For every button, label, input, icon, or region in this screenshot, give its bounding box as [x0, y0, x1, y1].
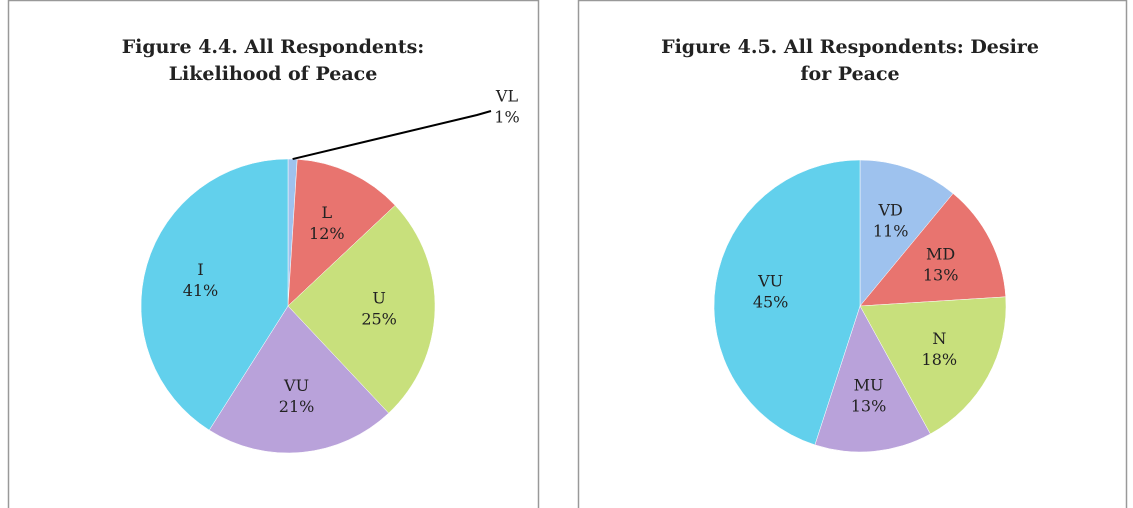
- pie-slice: [287, 205, 436, 414]
- slice-value-label: 13%: [923, 265, 959, 284]
- pie-slice: [859, 296, 1007, 435]
- slice-value-label: 25%: [361, 309, 397, 328]
- slice-label: VD: [877, 200, 902, 219]
- slice-value-label: 12%: [309, 224, 345, 243]
- slice-value-label: 41%: [183, 281, 219, 300]
- chart-title: for Peace: [800, 63, 899, 85]
- pie-slice: [287, 159, 396, 307]
- slice-value-label: 13%: [851, 397, 887, 416]
- slice-label: MD: [926, 244, 955, 263]
- slice-value-label: 11%: [873, 221, 909, 240]
- slice-label: U: [372, 288, 385, 307]
- slice-label: L: [321, 203, 332, 222]
- pie-slice: [208, 305, 389, 454]
- slice-label: VU: [283, 376, 309, 395]
- pie-slice: [859, 159, 954, 307]
- slice-label: VU: [757, 271, 783, 290]
- pie-slice: [140, 158, 289, 431]
- panel-border: [577, 0, 1128, 508]
- pie-slice: [859, 193, 1006, 307]
- slice-value-label: 18%: [922, 350, 958, 369]
- leader-line: [292, 110, 492, 161]
- slice-value-label: 1%: [494, 108, 519, 127]
- slice-label: MU: [854, 376, 884, 395]
- chart-title: Figure 4.4. All Respondents:: [122, 36, 425, 58]
- slice-value-label: 45%: [753, 292, 789, 311]
- slice-label: N: [932, 329, 946, 348]
- slice-label: I: [197, 260, 203, 279]
- chart-title: Figure 4.5. All Respondents: Desire: [661, 36, 1039, 58]
- slice-label: VL: [495, 87, 519, 106]
- pie-slice: [814, 305, 931, 453]
- slice-value-label: 21%: [279, 397, 315, 416]
- pie-slice: [713, 159, 861, 446]
- chart-title: Likelihood of Peace: [169, 63, 378, 85]
- panel-border: [7, 0, 540, 508]
